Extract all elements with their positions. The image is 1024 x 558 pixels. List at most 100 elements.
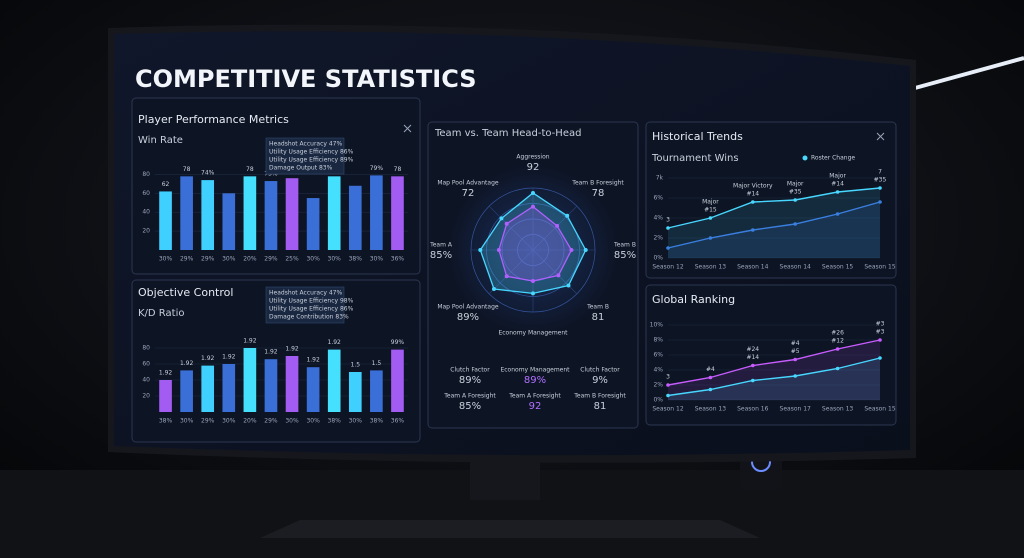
data-label: 72	[462, 188, 475, 199]
x-tick-label: 29%	[264, 256, 278, 263]
x-tick-label: 38%	[370, 418, 384, 425]
point	[666, 393, 670, 398]
legend-dot	[802, 155, 808, 161]
data-label: 81	[592, 312, 605, 323]
y-tick-label: 2%	[653, 382, 663, 389]
x-tick-label: 30%	[306, 418, 320, 425]
x-tick-label: 25%	[285, 256, 299, 263]
stand-base	[260, 520, 760, 538]
close-icon[interactable]	[403, 124, 412, 133]
x-tick-label: 29%	[201, 418, 215, 425]
x-tick-label: 30%	[328, 256, 342, 263]
point	[793, 222, 797, 226]
data-label: 78	[592, 188, 605, 199]
y-tick-label: 6%	[653, 352, 663, 359]
radar-point	[565, 213, 570, 218]
x-tick-label: Season 15	[864, 264, 896, 271]
bar	[180, 176, 193, 250]
data-label: 78	[394, 166, 402, 173]
bar	[159, 380, 172, 412]
y-tick-label: 40	[142, 377, 150, 384]
series-area	[668, 202, 880, 258]
axis-label: Team A	[429, 242, 453, 249]
bar	[243, 176, 257, 250]
radar-point	[478, 248, 483, 252]
radar-point	[499, 216, 504, 221]
point	[835, 212, 840, 216]
data-label: 85%	[614, 250, 636, 261]
series-line	[667, 187, 881, 229]
radar-point	[504, 274, 509, 279]
annotation: #24	[746, 346, 759, 353]
point	[878, 356, 882, 360]
panel-title: Team vs. Team Head-to-Head	[434, 128, 581, 139]
series-area	[668, 340, 880, 400]
annotation: 3	[666, 374, 670, 381]
annotation: 1.92	[306, 357, 320, 364]
stat-value: 81	[594, 401, 607, 412]
x-tick-label: Season 16	[737, 406, 769, 413]
bar	[348, 185, 362, 250]
x-tick-label: Season 12	[652, 264, 684, 271]
x-tick-label: 30%	[159, 256, 173, 263]
annotation: 1.92	[328, 339, 342, 346]
series-line	[667, 357, 881, 397]
radar-point	[496, 248, 501, 252]
radar-point	[556, 273, 561, 278]
annotation: #35	[874, 177, 887, 184]
y-tick-label: 4%	[653, 215, 663, 222]
bar	[306, 198, 320, 250]
series-area	[668, 358, 880, 400]
x-tick-label: 29%	[201, 256, 215, 263]
data-label: 92	[527, 162, 540, 173]
bar	[391, 176, 404, 250]
bar	[285, 178, 299, 250]
radar-point	[491, 287, 496, 292]
x-tick-label: 30%	[222, 256, 236, 263]
y-tick-label: 40	[142, 209, 150, 216]
y-tick-label: 20	[142, 228, 150, 235]
legend-label: Roster Change	[811, 155, 855, 162]
x-tick-label: 38%	[349, 256, 363, 263]
point	[666, 226, 670, 230]
annotation: 1.5	[351, 362, 361, 369]
stat-value: 92	[529, 401, 542, 412]
y-tick-label: 20	[142, 393, 150, 400]
x-tick-label: 20%	[243, 418, 257, 425]
radar-point	[531, 291, 535, 296]
radar-point	[504, 221, 509, 226]
annotation: #4	[791, 340, 800, 347]
y-tick-label: 8%	[653, 337, 663, 344]
stat-label: Team B Foresight	[573, 393, 626, 400]
data-label: 62	[162, 181, 170, 188]
bar	[306, 367, 320, 412]
annotation: 1.92	[180, 360, 194, 367]
annotation: 7	[878, 169, 882, 176]
close-icon[interactable]	[876, 132, 885, 141]
x-tick-label: Season 13	[695, 406, 727, 413]
data-label: 78	[183, 166, 191, 173]
x-tick-label: 20%	[243, 256, 257, 263]
radar-point	[555, 223, 560, 228]
x-tick-label: 38%	[159, 418, 173, 425]
annotation: 99%	[391, 339, 405, 346]
stat-value: 85%	[459, 401, 481, 412]
annotation: 1.92	[264, 349, 278, 356]
point	[708, 236, 713, 240]
annotation: #5	[791, 348, 800, 355]
point	[835, 190, 840, 194]
data-label: 85%	[430, 250, 452, 261]
x-tick-label: Season 12	[652, 406, 684, 413]
stat-label: Economy Management	[500, 367, 570, 374]
x-tick-label: Season 15	[822, 264, 854, 271]
point	[793, 374, 797, 378]
stat-label: Clutch Factor	[580, 367, 620, 374]
chart-title: Tournament Wins	[651, 153, 739, 164]
stat-label: Team A Foresight	[508, 393, 561, 400]
bar	[327, 349, 341, 412]
stat-label: Clutch Factor	[450, 367, 490, 374]
annotation: 1.5	[372, 360, 382, 367]
x-tick-label: 30%	[180, 418, 194, 425]
radar-point	[569, 248, 574, 252]
